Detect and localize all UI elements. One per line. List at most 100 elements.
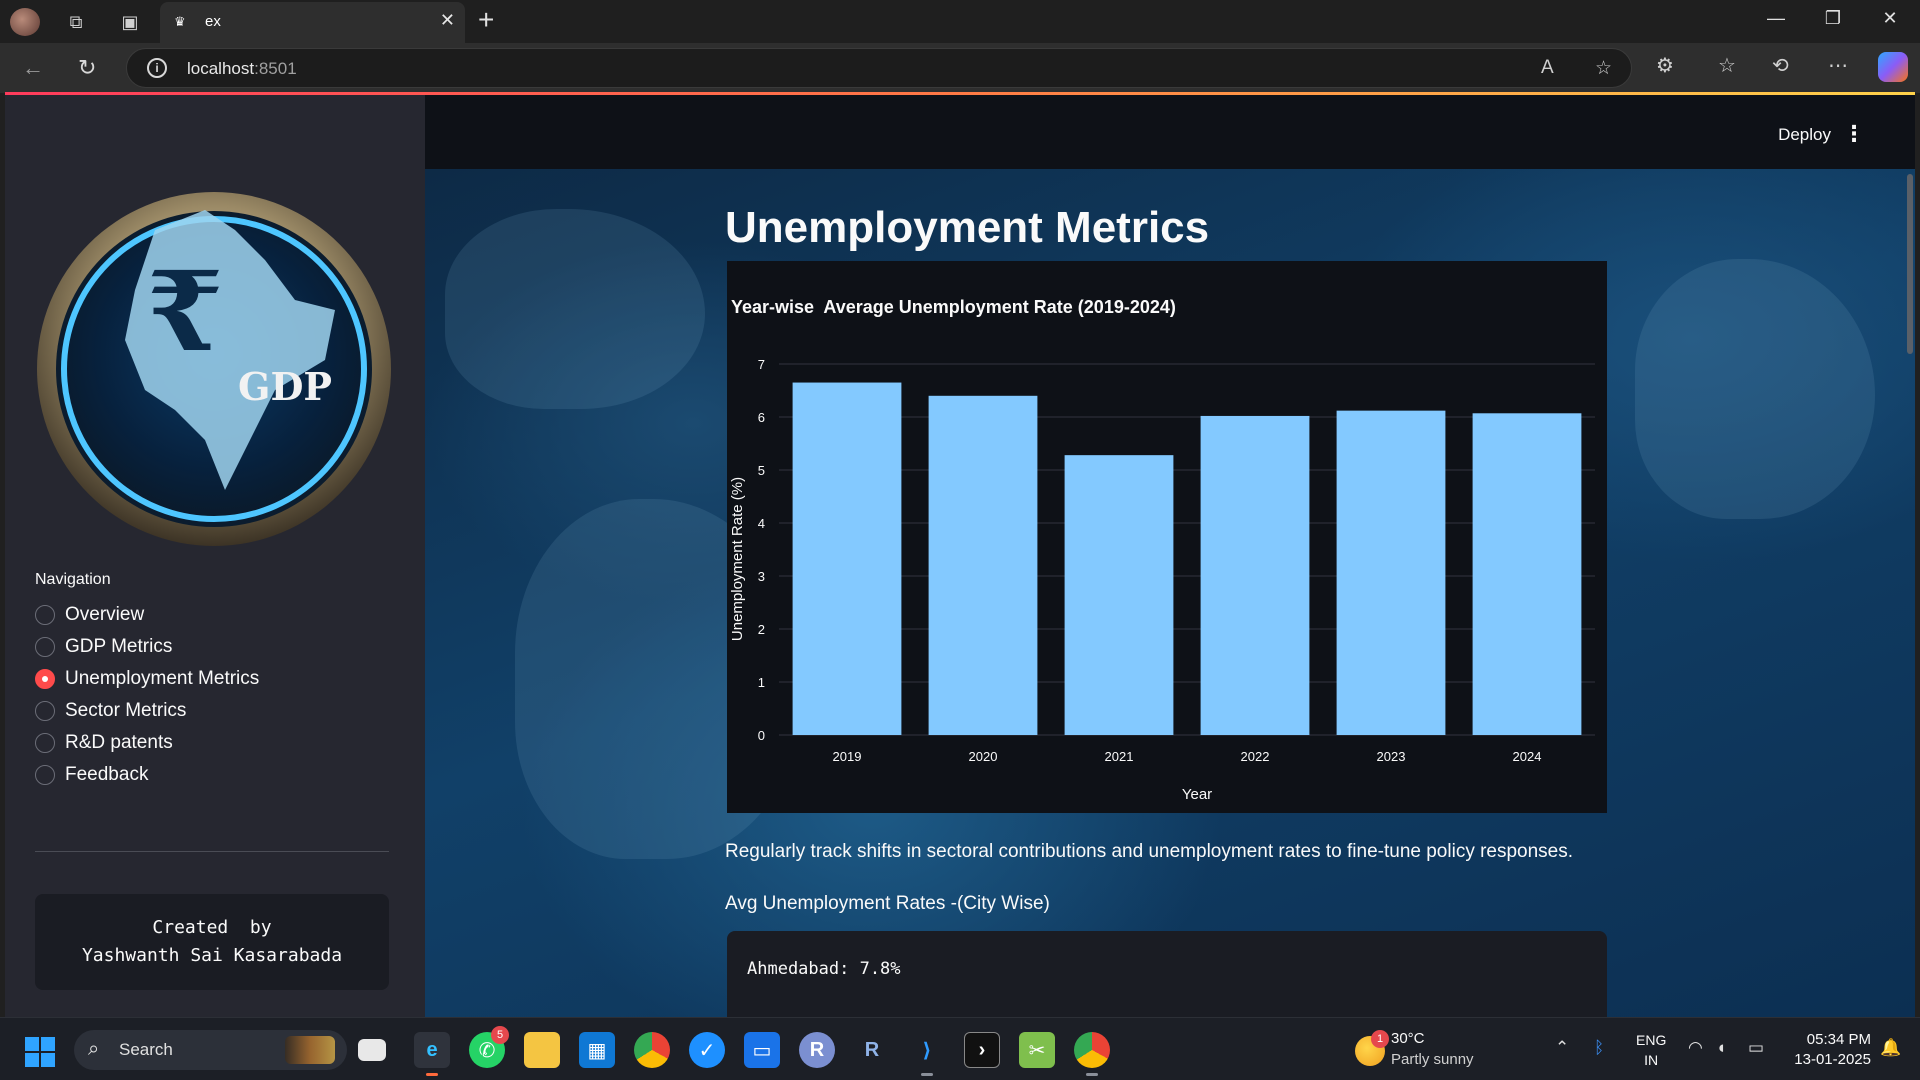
bar-2019[interactable] — [792, 382, 902, 735]
weather-desc[interactable]: Partly sunny — [1391, 1051, 1474, 1068]
taskbar-search[interactable]: ⌕ Search — [74, 1030, 347, 1070]
nav-label: GDP Metrics — [65, 636, 173, 657]
radio-rd-patents[interactable] — [35, 733, 55, 753]
rstudio-icon[interactable]: R — [864, 1038, 880, 1061]
y-tick-label: 7 — [758, 357, 765, 372]
bar-chart: Year-wise Average Unemployment Rate (201… — [727, 261, 1607, 813]
close-window-icon[interactable]: ✕ — [1882, 8, 1898, 28]
chart-canvas: 0 1 2 3 4 5 6 7 2019 2020 2021 2022 2023 2024 Year U… — [729, 357, 1595, 803]
radio-feedback[interactable] — [35, 765, 55, 785]
chrome-profile-icon[interactable] — [1074, 1032, 1110, 1076]
browser-tab[interactable]: ♛ ex ✕ — [160, 2, 465, 43]
bar-2021[interactable] — [1064, 455, 1174, 735]
site-info-icon[interactable]: i — [147, 58, 167, 78]
read-aloud-icon[interactable]: A — [1541, 57, 1554, 78]
main-content: Unemployment Metrics Year-wise Average U… — [425, 169, 1915, 1017]
main-menu-icon[interactable]: ⋮ — [1843, 121, 1865, 146]
tab-close-icon[interactable]: ✕ — [439, 10, 455, 30]
url-text[interactable]: localhost:8501 — [187, 59, 297, 79]
x-axis-label: Year — [1182, 786, 1212, 803]
workspaces-icon[interactable]: ⧉ — [69, 12, 83, 32]
copilot-icon[interactable] — [1878, 52, 1908, 82]
back-icon[interactable]: ← — [22, 55, 44, 80]
nav-item-overview[interactable]: Overview — [35, 601, 144, 629]
bar-2023[interactable] — [1336, 410, 1446, 735]
search-label: Search — [119, 1040, 173, 1059]
file-explorer-icon[interactable] — [524, 1032, 560, 1068]
tab-title: ex — [205, 13, 221, 30]
vscode-icon[interactable]: ⟩ — [909, 1032, 945, 1076]
windows-start-icon[interactable] — [25, 1037, 55, 1067]
minimize-icon[interactable]: — — [1767, 8, 1785, 28]
tab-actions-icon[interactable]: ▣ — [121, 12, 139, 32]
city-rates-code-block: Ahmedabad: 7.8% — [727, 931, 1607, 1017]
background-map — [445, 209, 705, 409]
messenger-icon[interactable]: ✓ — [689, 1032, 725, 1068]
radio-unemployment-metrics[interactable] — [35, 669, 55, 689]
notifications-icon[interactable]: 🔔 — [1880, 1038, 1902, 1057]
deploy-button[interactable]: Deploy — [1778, 125, 1831, 144]
app-header: Deploy ⋮ — [425, 95, 1915, 169]
clock-date: 13-01-2025 — [1794, 1051, 1871, 1068]
sidebar-divider — [35, 851, 389, 852]
nav-item-rd-patents[interactable]: R&D patents — [35, 729, 173, 757]
nav-item-feedback[interactable]: Feedback — [35, 761, 148, 789]
favorites-icon[interactable]: ☆ — [1718, 55, 1736, 77]
y-tick-label: 5 — [758, 463, 765, 478]
task-view-icon[interactable] — [358, 1039, 386, 1061]
weather-icon[interactable]: 1 — [1355, 1030, 1389, 1066]
snipping-tool-icon[interactable]: ✂ — [1019, 1032, 1055, 1068]
favorite-star-icon[interactable]: ☆ — [1595, 58, 1613, 79]
url-port: :8501 — [254, 59, 297, 78]
clock[interactable]: 05:34 PM 13-01-2025 — [1785, 1030, 1871, 1070]
battery-icon[interactable]: ▭ — [1748, 1038, 1765, 1057]
edge-icon[interactable]: e — [414, 1032, 450, 1076]
weather-temp[interactable]: 30°C — [1391, 1030, 1425, 1047]
logo-gdp-text: GDP — [238, 364, 332, 409]
sidebar: ₹ GDP Navigation Overview GDP Metrics Un… — [5, 95, 425, 1017]
new-tab-icon[interactable]: + — [478, 4, 495, 35]
nav-item-gdp-metrics[interactable]: GDP Metrics — [35, 633, 172, 661]
bluetooth-icon[interactable]: ᛒ — [1594, 1038, 1605, 1057]
refresh-icon[interactable]: ↻ — [78, 55, 97, 80]
ms-store-icon[interactable]: ▦ — [579, 1032, 615, 1068]
restore-icon[interactable]: ❐ — [1824, 8, 1842, 28]
city-rates-heading: Avg Unemployment Rates -(City Wise) — [725, 893, 1050, 914]
bar-2020[interactable] — [928, 395, 1038, 735]
chrome-icon[interactable] — [634, 1032, 670, 1068]
description-text: Regularly track shifts in sectoral contr… — [725, 841, 1574, 862]
radio-sector-metrics[interactable] — [35, 701, 55, 721]
profile-avatar[interactable] — [10, 8, 40, 36]
loading-progress-bar — [5, 92, 1915, 95]
whatsapp-icon[interactable]: ✆ 5 — [469, 1026, 509, 1068]
nav-label: Feedback — [65, 764, 149, 785]
main-scrollbar[interactable] — [1907, 174, 1913, 354]
bar-2022[interactable] — [1200, 415, 1310, 735]
language-indicator[interactable]: ENG IN — [1636, 1030, 1666, 1070]
volume-icon[interactable]: ◖ — [1716, 1038, 1727, 1057]
news-app-icon[interactable]: ▭ — [744, 1032, 780, 1068]
r-icon[interactable]: R — [799, 1032, 835, 1068]
y-tick-label: 2 — [758, 622, 765, 637]
url-field[interactable]: i localhost:8501 A ☆ — [126, 48, 1632, 88]
url-host: localhost — [187, 59, 255, 78]
lang-region: IN — [1644, 1052, 1659, 1068]
windows-taskbar: ⌕ Search e ✆ 5 ▦ ✓ ▭ R R ⟩ › ✂ 1 30°C Par… — [0, 1017, 1920, 1080]
bar-2024[interactable] — [1472, 413, 1582, 735]
weather-badge: 1 — [1371, 1030, 1389, 1048]
more-options-icon[interactable]: ⋯ — [1828, 55, 1848, 77]
wifi-icon[interactable]: ◠ — [1688, 1038, 1703, 1057]
nav-label: Overview — [65, 604, 145, 625]
x-tick-label: 2022 — [1241, 749, 1270, 764]
chart-title: Year-wise Average Unemployment Rate (201… — [731, 297, 1176, 317]
terminal-icon[interactable]: › — [964, 1032, 1000, 1068]
nav-item-unemployment-metrics[interactable]: Unemployment Metrics — [35, 665, 259, 693]
radio-overview[interactable] — [35, 605, 55, 625]
radio-gdp-metrics[interactable] — [35, 637, 55, 657]
x-tick-label: 2020 — [969, 749, 998, 764]
extensions-icon[interactable]: ⚙ — [1656, 55, 1674, 77]
history-icon[interactable]: ⟲ — [1772, 55, 1789, 77]
tray-chevron-icon[interactable]: ⌃ — [1555, 1038, 1570, 1057]
whatsapp-badge: 5 — [491, 1026, 509, 1044]
nav-item-sector-metrics[interactable]: Sector Metrics — [35, 697, 186, 725]
